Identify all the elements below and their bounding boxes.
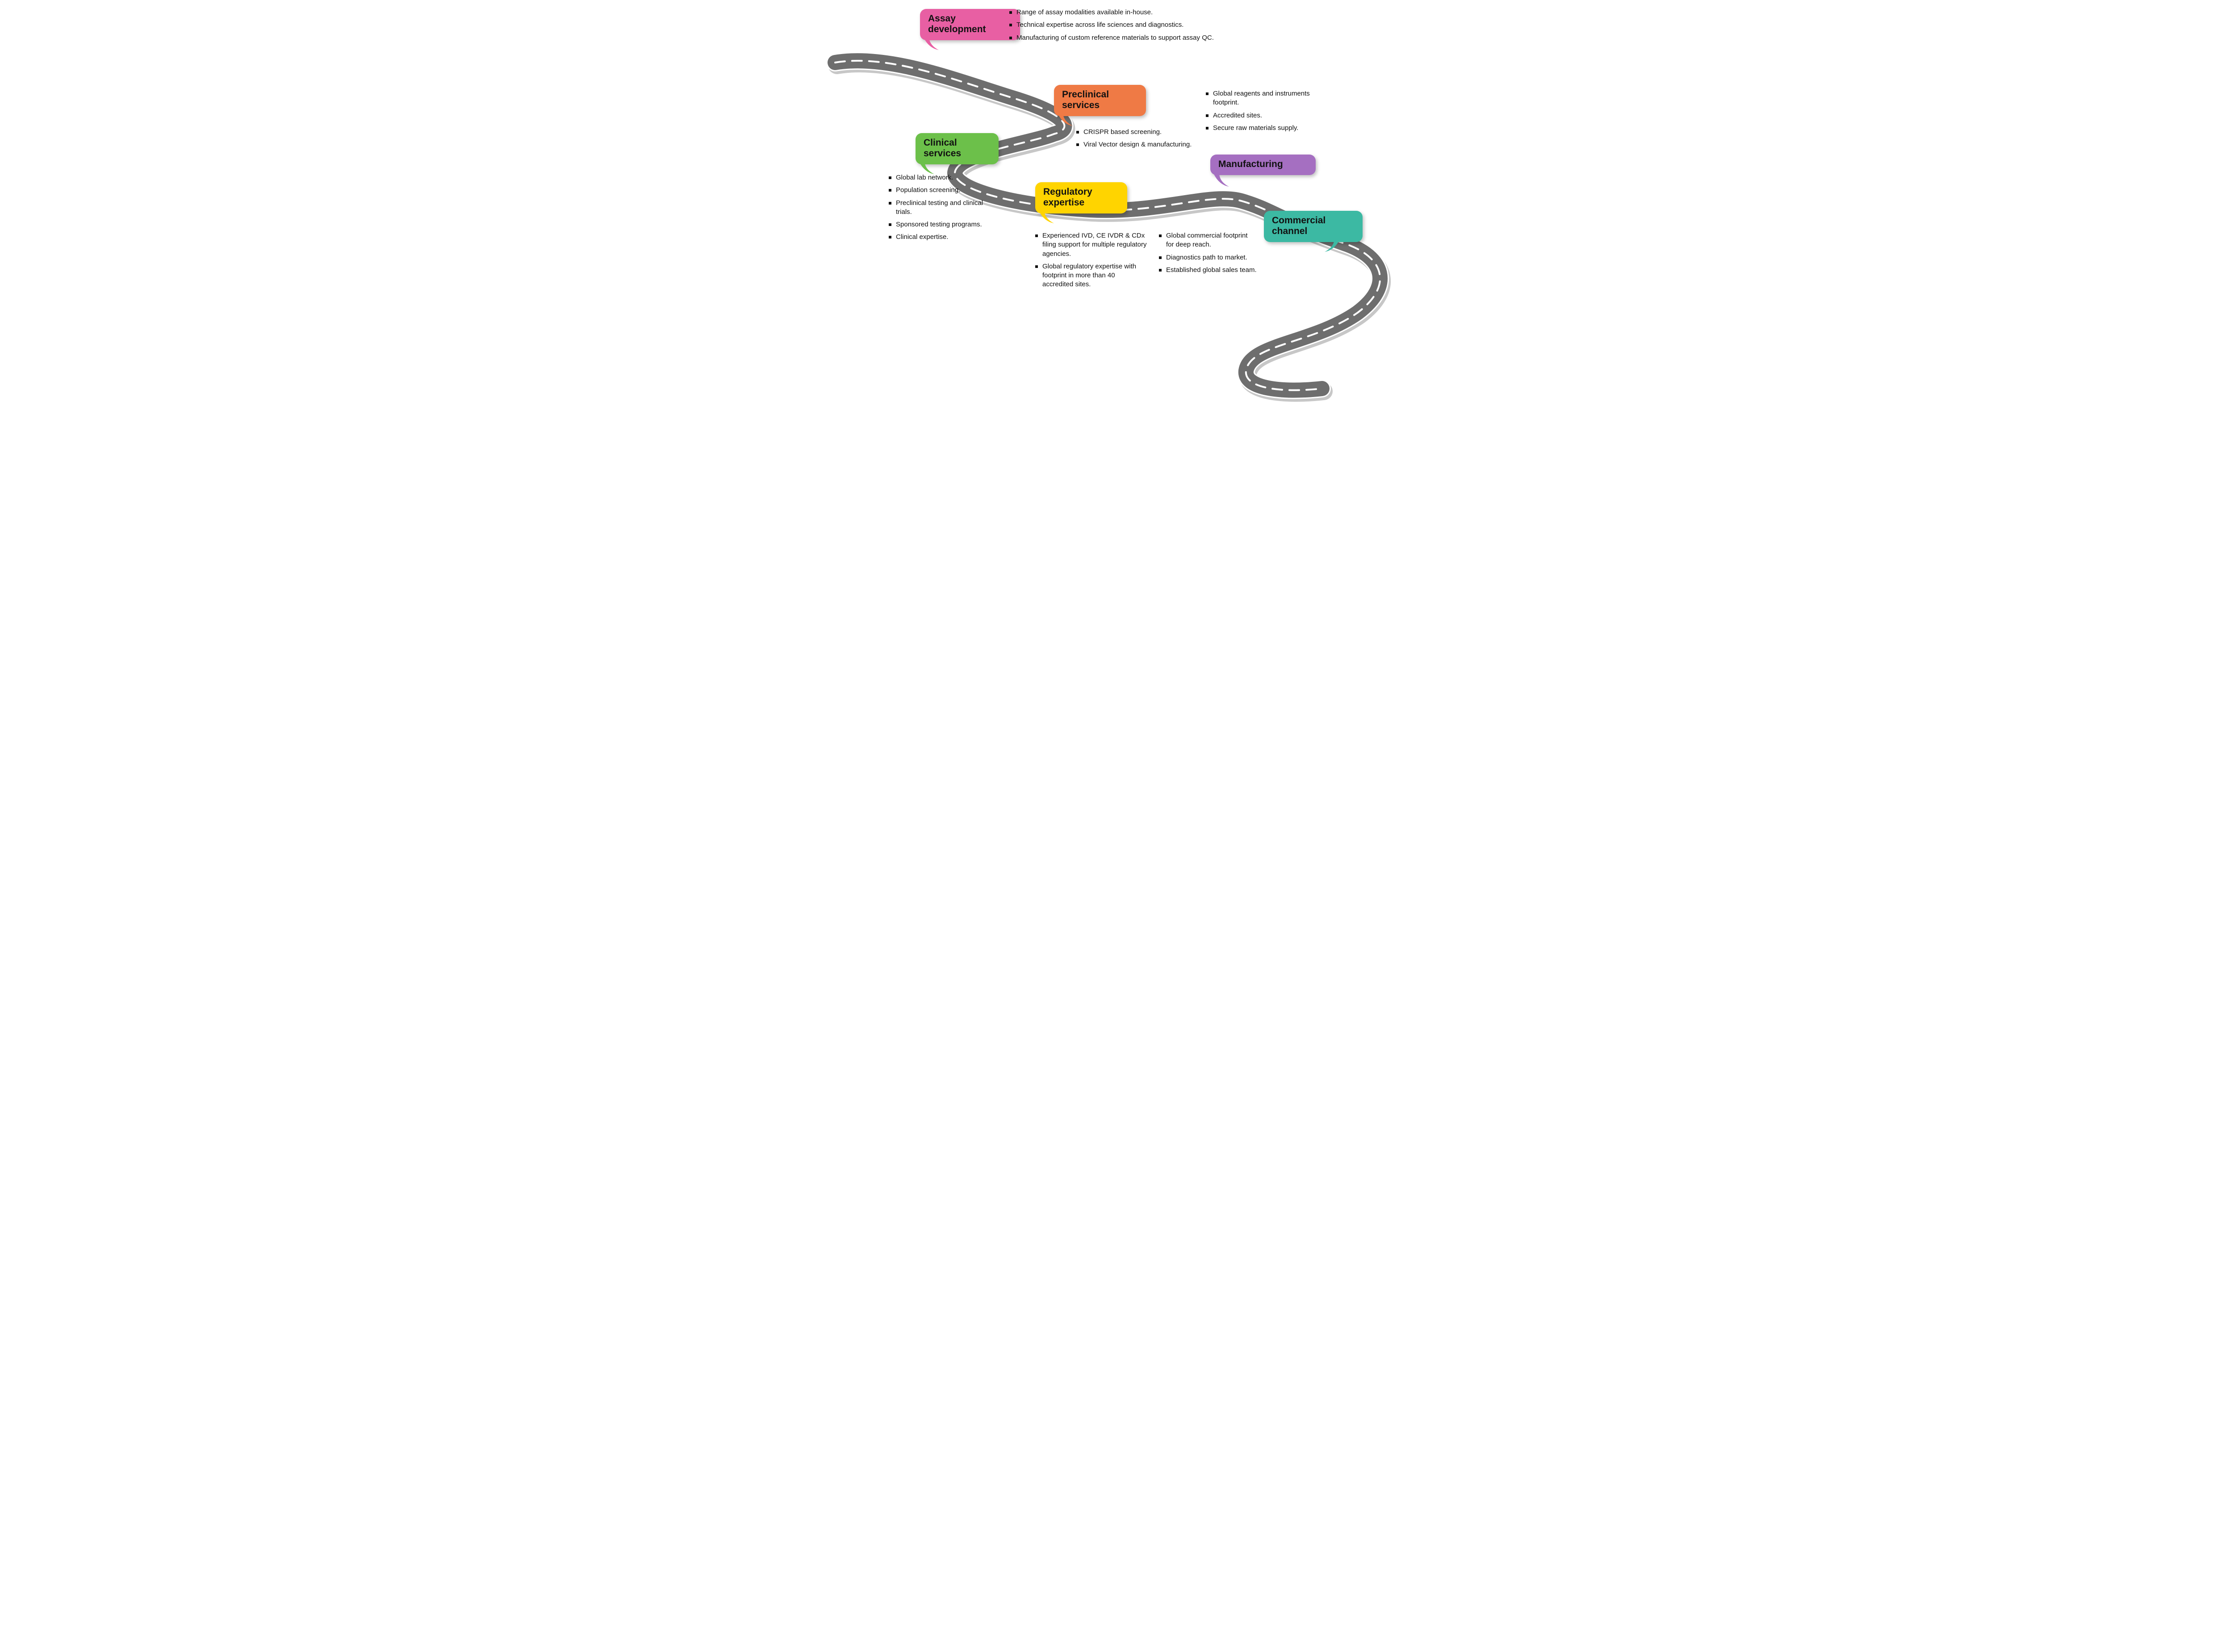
assay-title-line: Assay — [928, 13, 1012, 24]
clinical-bullet: Sponsored testing programs. — [889, 220, 996, 229]
clinical-bullets: Global lab network. Population screening.… — [889, 173, 996, 246]
preclinical-bullets: CRISPR based screening. Viral Vector desi… — [1076, 128, 1192, 153]
assay-title-line: development — [928, 24, 1012, 35]
regulatory-bullets: Experienced IVD, CE IVDR & CDx filing su… — [1035, 231, 1147, 293]
preclinical-title-line: services — [1062, 100, 1138, 111]
clinical-bullet: Preclinical testing and clinical trials. — [889, 199, 996, 217]
commercial-bullets: Global commercial footprint for deep rea… — [1159, 231, 1257, 278]
clinical-bullet: Global lab network. — [889, 173, 996, 182]
manufacturing-bullet: Accredited sites. — [1206, 111, 1331, 120]
clinical-bubble: Clinicalservices — [916, 133, 999, 164]
preclinical-title-line: Preclinical — [1062, 89, 1138, 100]
preclinical-bubble: Preclinicalservices — [1054, 85, 1146, 116]
commercial-bullet: Global commercial footprint for deep rea… — [1159, 231, 1257, 250]
manufacturing-bubble: Manufacturing — [1210, 155, 1316, 175]
manufacturing-bullets: Global reagents and instruments footprin… — [1206, 89, 1331, 136]
assay-bullet: Range of assay modalities available in-h… — [1009, 8, 1286, 17]
manufacturing-bullet: Global reagents and instruments footprin… — [1206, 89, 1331, 108]
clinical-bullet: Population screening. — [889, 186, 996, 195]
clinical-bullet: Clinical expertise. — [889, 233, 996, 242]
regulatory-bubble: Regulatoryexpertise — [1035, 182, 1127, 213]
clinical-title-line: services — [924, 148, 991, 159]
assay-bullet: Manufacturing of custom reference materi… — [1009, 33, 1286, 42]
regulatory-bullet: Global regulatory expertise with footpri… — [1035, 262, 1147, 289]
manufacturing-title-line: Manufacturing — [1218, 159, 1308, 170]
commercial-bullet: Diagnostics path to market. — [1159, 253, 1257, 262]
manufacturing-bullet: Secure raw materials supply. — [1206, 124, 1331, 133]
assay-bullet: Technical expertise across life sciences… — [1009, 21, 1286, 29]
preclinical-bullet: Viral Vector design & manufacturing. — [1076, 140, 1192, 149]
commercial-bullet: Established global sales team. — [1159, 266, 1257, 275]
assay-bubble: Assaydevelopment — [920, 9, 1020, 40]
assay-bullets: Range of assay modalities available in-h… — [1009, 8, 1286, 46]
commercial-title-line: channel — [1272, 226, 1355, 237]
preclinical-bullet: CRISPR based screening. — [1076, 128, 1192, 137]
regulatory-bullet: Experienced IVD, CE IVDR & CDx filing su… — [1035, 231, 1147, 259]
commercial-title-line: Commercial — [1272, 215, 1355, 226]
regulatory-title-line: Regulatory — [1043, 187, 1119, 197]
roadmap-infographic: Assaydevelopment Range of assay modaliti… — [822, 0, 1411, 402]
regulatory-title-line: expertise — [1043, 197, 1119, 208]
commercial-bubble: Commercialchannel — [1264, 211, 1363, 242]
clinical-title-line: Clinical — [924, 138, 991, 148]
